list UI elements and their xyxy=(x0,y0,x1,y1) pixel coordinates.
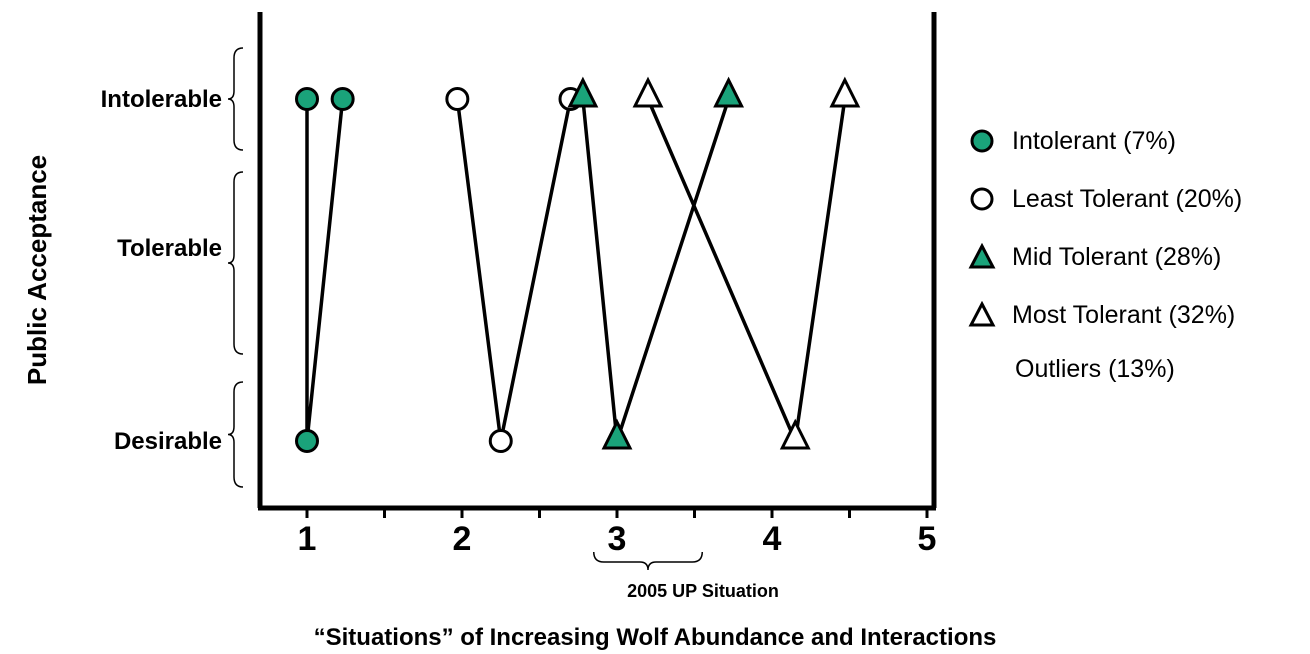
triangle-marker xyxy=(713,76,745,108)
series-line-2 xyxy=(581,98,731,442)
axes: 1 2 3 4 5 xyxy=(257,12,937,558)
legend-item-most-tolerant: Most Tolerant (32%) xyxy=(968,286,1298,344)
circle-marker xyxy=(488,429,513,453)
open-circle-icon xyxy=(970,187,994,211)
circle-marker xyxy=(445,87,470,111)
legend-item-mid-tolerant: Mid Tolerant (28%) xyxy=(968,228,1298,286)
legend-label: Least Tolerant (20%) xyxy=(1012,184,1243,213)
triangle-marker xyxy=(567,76,599,108)
y-category-brace xyxy=(227,47,244,151)
x-axis-title: “Situations” of Increasing Wolf Abundanc… xyxy=(314,624,997,651)
series-markers xyxy=(295,76,861,453)
circle-marker xyxy=(295,429,319,453)
triangle-marker xyxy=(601,418,633,450)
y-category-brace xyxy=(227,171,244,355)
legend: Intolerant (7%) Least Tolerant (20%) Mid… xyxy=(968,112,1298,344)
open-triangle-icon xyxy=(968,301,996,327)
series-lines xyxy=(305,98,847,448)
annotation-2005-label: 2005 UP Situation xyxy=(627,581,779,601)
legend-outliers-note: Outliers (13%) xyxy=(1015,355,1175,383)
category-braces: Desirable Tolerable Intolerable xyxy=(101,47,703,571)
triangle-marker xyxy=(779,418,811,450)
y-category-label: Desirable xyxy=(114,428,222,455)
series-line-3 xyxy=(646,98,847,448)
triangle-marker xyxy=(632,76,664,108)
series-line-0 xyxy=(305,98,345,442)
annotation-brace xyxy=(593,551,703,571)
x-tick-label: 1 xyxy=(298,520,317,558)
axis-labels: Public Acceptance “Situations” of Increa… xyxy=(22,155,996,651)
circle-marker xyxy=(330,87,355,111)
legend-label: Most Tolerant (32%) xyxy=(1012,300,1236,329)
x-tick-label: 2 xyxy=(453,520,472,558)
series-line-1 xyxy=(455,98,573,442)
legend-label: Intolerant (7%) xyxy=(1012,126,1176,155)
legend-item-least-tolerant: Least Tolerant (20%) xyxy=(968,170,1298,228)
circle-marker xyxy=(295,87,319,111)
filled-triangle-icon xyxy=(968,243,996,269)
y-axis-title: Public Acceptance xyxy=(22,155,52,385)
legend-label: Mid Tolerant (28%) xyxy=(1012,242,1222,271)
triangle-marker xyxy=(829,76,861,108)
filled-circle-icon xyxy=(970,129,994,153)
y-category-label: Intolerable xyxy=(101,86,222,113)
y-category-brace xyxy=(227,381,244,488)
legend-item-intolerant: Intolerant (7%) xyxy=(968,112,1298,170)
x-tick-label: 4 xyxy=(763,520,782,558)
x-tick-label: 5 xyxy=(918,520,937,558)
y-category-label: Tolerable xyxy=(117,235,222,262)
x-tick-label: 3 xyxy=(608,520,627,558)
